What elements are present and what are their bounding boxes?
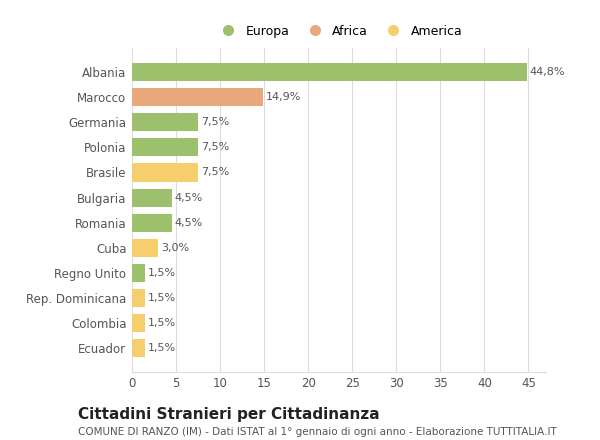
Bar (132, 138, 198, 156)
Text: 7,5%: 7,5% (201, 117, 229, 127)
Text: 1,5%: 1,5% (148, 268, 176, 278)
Bar (132, 63, 527, 81)
Bar (132, 188, 172, 207)
Text: 44,8%: 44,8% (529, 67, 565, 77)
Bar (132, 289, 145, 307)
Text: 1,5%: 1,5% (148, 343, 176, 353)
Bar (132, 113, 198, 131)
Bar (132, 339, 145, 357)
Legend: Europa, Africa, America: Europa, Africa, America (213, 22, 465, 40)
Text: Cittadini Stranieri per Cittadinanza: Cittadini Stranieri per Cittadinanza (78, 407, 380, 422)
Bar (132, 88, 263, 106)
Text: 7,5%: 7,5% (201, 168, 229, 177)
Text: 7,5%: 7,5% (201, 143, 229, 152)
Text: 4,5%: 4,5% (174, 218, 203, 227)
Bar (132, 163, 198, 182)
Bar (132, 314, 145, 332)
Text: 1,5%: 1,5% (148, 318, 176, 328)
Text: 14,9%: 14,9% (266, 92, 301, 102)
Bar (132, 213, 172, 232)
Text: 3,0%: 3,0% (161, 243, 189, 253)
Bar (132, 264, 145, 282)
Text: COMUNE DI RANZO (IM) - Dati ISTAT al 1° gennaio di ogni anno - Elaborazione TUTT: COMUNE DI RANZO (IM) - Dati ISTAT al 1° … (78, 427, 557, 437)
Bar (132, 238, 158, 257)
Text: 1,5%: 1,5% (148, 293, 176, 303)
Text: 4,5%: 4,5% (174, 193, 203, 202)
